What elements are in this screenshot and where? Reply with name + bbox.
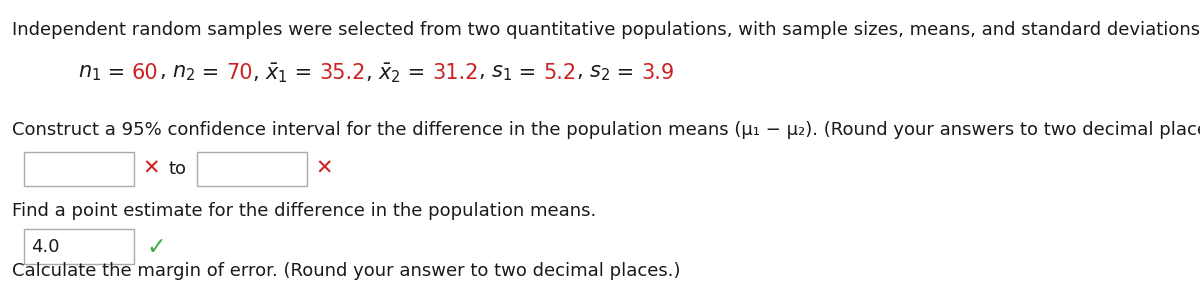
Text: =: = bbox=[288, 63, 319, 83]
Text: 60: 60 bbox=[132, 63, 158, 83]
Text: ✕: ✕ bbox=[143, 159, 161, 179]
Text: 35.2: 35.2 bbox=[319, 63, 365, 83]
Text: , $n_2$: , $n_2$ bbox=[158, 63, 194, 83]
Text: $n_1$: $n_1$ bbox=[78, 63, 101, 83]
Text: Calculate the margin of error. (Round your answer to two decimal places.): Calculate the margin of error. (Round yo… bbox=[12, 262, 680, 280]
Text: , $\bar{x}_2$: , $\bar{x}_2$ bbox=[365, 61, 401, 85]
Text: , $s_2$: , $s_2$ bbox=[576, 63, 611, 83]
Text: Independent random samples were selected from two quantitative populations, with: Independent random samples were selected… bbox=[12, 21, 1200, 39]
Text: =: = bbox=[401, 63, 432, 83]
Text: =: = bbox=[194, 63, 226, 83]
Text: Construct a 95% confidence interval for the difference in the population means (: Construct a 95% confidence interval for … bbox=[12, 121, 1200, 139]
FancyBboxPatch shape bbox=[24, 230, 134, 264]
Text: =: = bbox=[512, 63, 544, 83]
Text: 70: 70 bbox=[226, 63, 252, 83]
Text: ✓: ✓ bbox=[146, 235, 166, 259]
Text: 5.2: 5.2 bbox=[544, 63, 576, 83]
Text: 4.0: 4.0 bbox=[31, 238, 60, 256]
Text: =: = bbox=[101, 63, 132, 83]
Text: =: = bbox=[611, 63, 641, 83]
Text: 31.2: 31.2 bbox=[432, 63, 479, 83]
Text: Find a point estimate for the difference in the population means.: Find a point estimate for the difference… bbox=[12, 202, 596, 220]
Text: 3.9: 3.9 bbox=[641, 63, 674, 83]
Text: , $\bar{x}_1$: , $\bar{x}_1$ bbox=[252, 61, 288, 85]
FancyBboxPatch shape bbox=[197, 152, 307, 186]
Text: to: to bbox=[168, 160, 186, 178]
Text: ✕: ✕ bbox=[316, 159, 334, 179]
Text: , $s_1$: , $s_1$ bbox=[479, 63, 512, 83]
FancyBboxPatch shape bbox=[24, 152, 134, 186]
